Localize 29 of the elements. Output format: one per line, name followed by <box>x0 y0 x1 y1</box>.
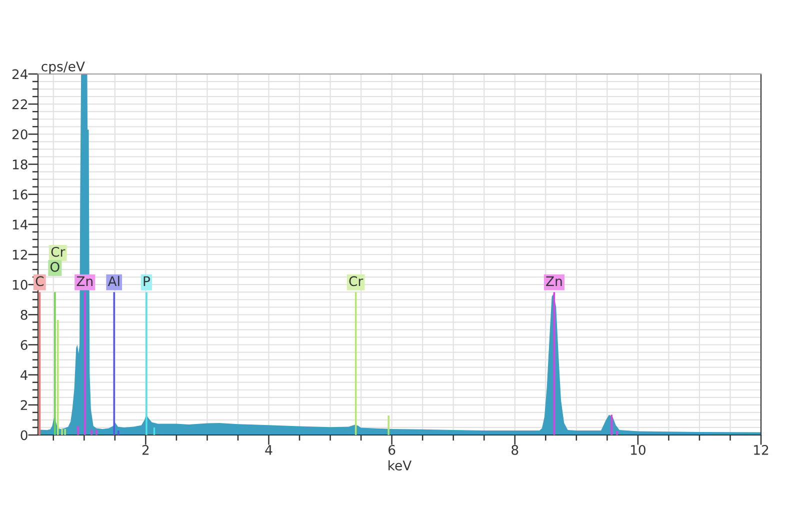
y-tick-label: 8 <box>20 310 28 320</box>
annotation: O <box>50 262 60 272</box>
y-tick-label: 24 <box>12 69 28 80</box>
y-tick-label: 18 <box>12 159 28 170</box>
x-tick-label: 4 <box>265 445 272 455</box>
annotation: Zn <box>546 276 562 286</box>
y-axis-title: cps/eV <box>42 62 85 74</box>
annotation: Zn <box>76 276 92 286</box>
x-tick-label: 10 <box>630 444 646 455</box>
annotation: Al <box>108 276 120 286</box>
y-tick-label: 14 <box>12 220 28 230</box>
x-tick-label: 6 <box>388 444 396 455</box>
x-tick-label: 12 <box>754 444 768 455</box>
y-tick-label: 6 <box>20 340 28 350</box>
annotation: P <box>144 276 150 286</box>
annotation: Cr <box>51 246 66 257</box>
y-tick-label: 0 <box>20 430 28 440</box>
y-tick-label: 22 <box>12 99 27 110</box>
x-tick-label: 2 <box>142 444 149 455</box>
y-tick-label: 2 <box>20 400 27 410</box>
x-tick-label: 8 <box>512 444 518 455</box>
y-tick-label: 4 <box>20 370 28 380</box>
annotation: Cr <box>349 276 364 286</box>
y-tick-label: 12 <box>12 250 27 260</box>
y-tick-label: 10 <box>12 280 28 290</box>
x-axis-title: keV <box>388 460 412 470</box>
annotation: C <box>36 276 44 286</box>
y-tick-label: 16 <box>12 190 28 200</box>
y-tick-label: 20 <box>12 129 28 140</box>
